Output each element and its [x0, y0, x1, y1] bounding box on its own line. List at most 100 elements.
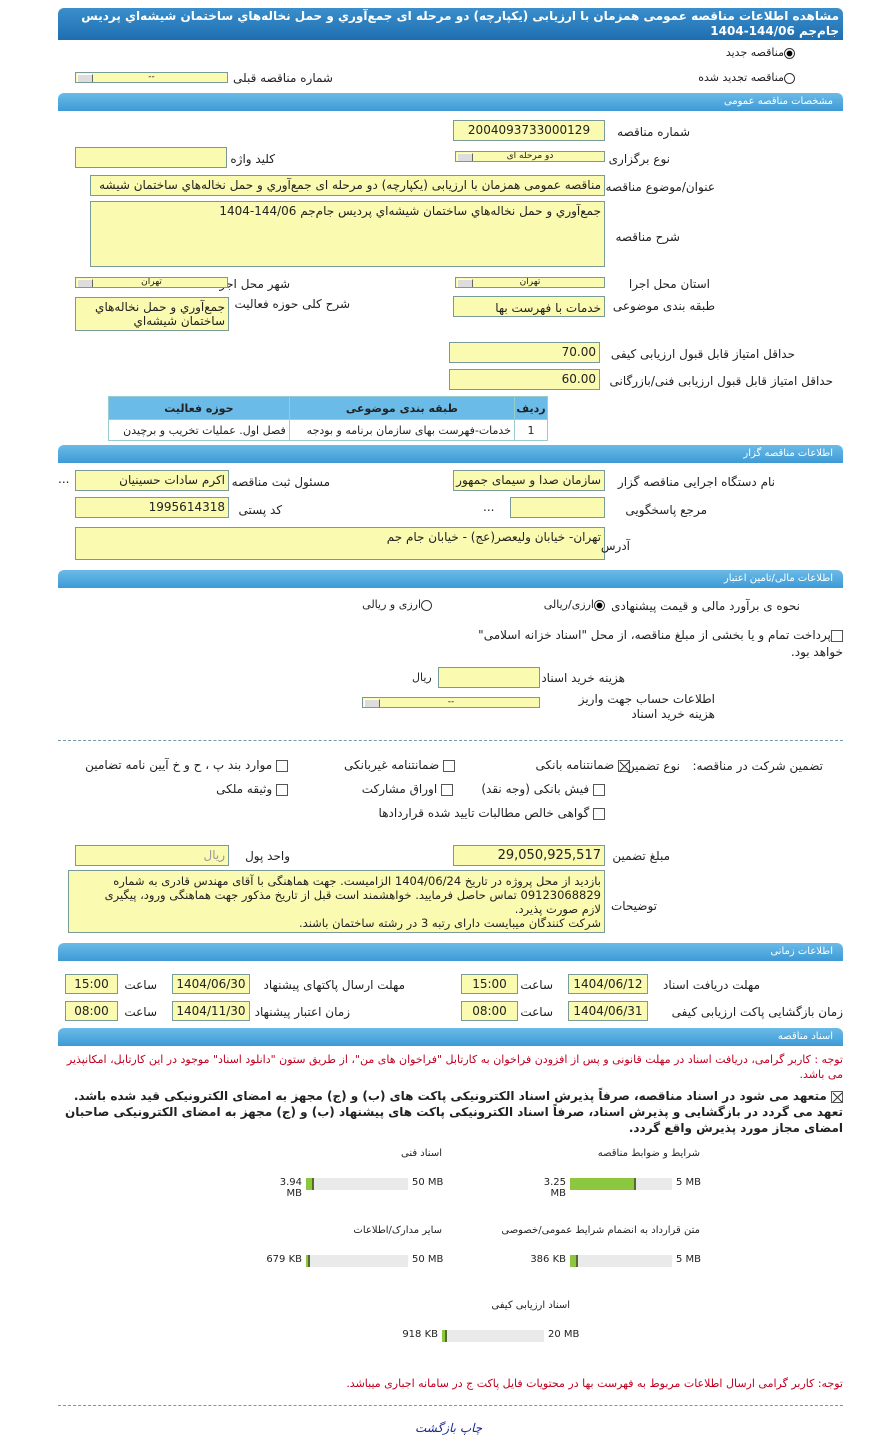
guarantee-option[interactable]: فیش بانکی (وجه نقد): [481, 782, 605, 796]
activity-table: ردیف طبقه بندی موضوعی حوزه فعالیت 1 خدمات-ف…: [108, 396, 548, 441]
fee-unit: ریال: [412, 671, 432, 684]
doc-time-field[interactable]: 15:00: [461, 974, 518, 994]
option-label: وثیقه ملکی: [216, 782, 273, 796]
radio-label: مناقصه تجديد شده: [698, 71, 784, 84]
ref-more-button[interactable]: ...: [483, 500, 495, 514]
back-link[interactable]: بازگشت: [415, 1421, 456, 1435]
address-field[interactable]: تهران- خیابان ولیعصر(عج) - خیابان جام جم: [75, 527, 605, 560]
checkbox[interactable]: [443, 759, 455, 772]
commit-line: تعهد می گردد در بازگشایی و پذیرش اسناد، …: [64, 1105, 843, 1119]
guarantee-amount-field[interactable]: 29,050,925,517: [453, 845, 605, 866]
doc-deadline-field[interactable]: 1404/06/12: [568, 974, 648, 994]
min-tech-field[interactable]: 60.00: [449, 369, 600, 390]
cell: 1: [514, 419, 548, 441]
footer-links: چاپ بازگشت: [415, 1421, 482, 1435]
amount-label: مبلغ تضمین: [612, 849, 670, 863]
dropdown-button[interactable]: [77, 74, 93, 82]
guarantee-type-label: نوع تضمین: [626, 759, 680, 773]
time-label: ساعت: [124, 978, 157, 992]
submit-field[interactable]: 1404/06/30: [172, 974, 250, 994]
guarantee-option[interactable]: موارد بند پ ، ح و خ آيين نامه تضامين: [85, 758, 288, 772]
checkbox[interactable]: [618, 759, 630, 772]
radio-icon[interactable]: [784, 72, 795, 84]
open-time-field[interactable]: 08:00: [461, 1001, 518, 1021]
open-field[interactable]: 1404/06/31: [568, 1001, 648, 1021]
guarantee-option[interactable]: وثیقه ملکی: [216, 782, 288, 796]
dropdown-button[interactable]: [457, 153, 473, 161]
checkbox[interactable]: [441, 783, 453, 796]
subject-field[interactable]: مناقصه عمومی همزمان با ارزیابی (یکپارچه)…: [90, 175, 605, 196]
radio-new-tender[interactable]: مناقصه جديد: [726, 46, 795, 59]
section-documents: اسناد مناقصه: [58, 1028, 843, 1046]
file-progress-fill: [570, 1255, 579, 1267]
treasury-checkbox-row[interactable]: پرداخت تمام و یا بخشی از مبلغ مناقصه، از…: [463, 627, 843, 661]
prev-number-select[interactable]: --: [75, 72, 228, 83]
option-label: اوراق مشارکت: [361, 782, 438, 796]
min-quality-field[interactable]: 70.00: [449, 342, 600, 363]
activity-listbox[interactable]: جمع‌آوري و حمل نخاله‌هاي ساختمان شيشه‌اي: [75, 297, 229, 331]
submit-time-field[interactable]: 15:00: [65, 974, 118, 994]
treasury-checkbox[interactable]: [831, 629, 843, 642]
guarantee-option[interactable]: گواهی خالص مطالبات تاييد شده قراردادها: [379, 806, 605, 820]
section-timing: اطلاعات زمانی: [58, 943, 843, 961]
commitment-checkbox[interactable]: [831, 1090, 843, 1103]
print-link[interactable]: چاپ: [459, 1421, 483, 1435]
commit-line: امضای مجاز مورد پذیرش واقع گردد.: [628, 1121, 843, 1135]
radio-fx-rial[interactable]: ارزی و ریالی: [362, 598, 432, 611]
radio-icon[interactable]: [421, 599, 432, 611]
radio-rial[interactable]: ارزی/ریالی: [544, 598, 605, 611]
radio-icon[interactable]: [784, 47, 795, 59]
subject-label: عنوان/موضوع مناقصه: [605, 180, 715, 194]
file-progress-bar: [306, 1255, 408, 1267]
radio-icon[interactable]: [594, 599, 605, 611]
checkbox[interactable]: [593, 783, 605, 796]
file-title: متن قرارداد به انضمام شرایط عمومی/خصوصی: [501, 1225, 700, 1236]
select-value: تهران: [141, 277, 162, 287]
notes-textarea[interactable]: بازدید از محل پروژه در تاریخ 1404/06/24 …: [68, 870, 605, 933]
file-title: اسناد فنی: [401, 1148, 442, 1159]
category-label: طبقه بندی موضوعی: [612, 299, 715, 313]
option-label: ضمانتنامه بانکی: [535, 758, 615, 772]
tender-number-field[interactable]: 2004093733000129: [453, 120, 605, 141]
org-field[interactable]: سازمان صدا و سیمای جمهور: [453, 470, 605, 491]
holding-select[interactable]: دو مرحله ای: [455, 151, 605, 162]
guarantee-option[interactable]: اوراق مشارکت: [362, 782, 453, 796]
col-header: حوزه فعالیت: [108, 396, 290, 420]
file-title: شرایط و ضوابط مناقصه: [597, 1148, 700, 1159]
category-field[interactable]: خدمات با فهرست بها: [453, 296, 605, 317]
min-tech-label: حداقل امتیاز قابل قبول ارزیابی فنی/بازرگ…: [609, 374, 833, 388]
ref-field[interactable]: [510, 497, 605, 518]
option-label: موارد بند پ ، ح و خ آيين نامه تضامين: [85, 758, 273, 772]
city-select[interactable]: تهران: [75, 277, 228, 288]
checkbox[interactable]: [276, 783, 288, 796]
province-select[interactable]: تهران: [455, 277, 605, 288]
notes-line: شرکت کنندگان میبایست دارای رتبه 3 در رشت…: [299, 916, 601, 930]
guarantee-option[interactable]: ضمانتنامه بانکی: [535, 758, 630, 772]
time-label: ساعت: [520, 978, 553, 992]
checkbox[interactable]: [276, 759, 288, 772]
fee-field[interactable]: [438, 667, 540, 688]
file-max-size: 50 MB: [412, 1177, 444, 1188]
validity-time-field[interactable]: 08:00: [65, 1001, 118, 1021]
account-select[interactable]: --: [362, 697, 540, 708]
guarantee-label: تضمین شرکت در مناقصه:: [692, 759, 823, 773]
postal-field[interactable]: 1995614318: [75, 497, 229, 518]
validity-field[interactable]: 1404/11/30: [172, 1001, 250, 1021]
currency-field[interactable]: ریال: [75, 845, 229, 866]
description-textarea[interactable]: جمع‌آوري و حمل نخاله‌هاي ساختمان شيشه‌اي…: [90, 201, 605, 267]
radio-renewed-tender[interactable]: مناقصه تجديد شده: [698, 71, 795, 84]
guarantee-option[interactable]: ضمانتنامه غیربانکی: [344, 758, 455, 772]
officer-field[interactable]: اکرم سادات حسينيان: [75, 470, 229, 491]
desc-label: شرح مناقصه: [615, 230, 680, 244]
dropdown-button[interactable]: [364, 699, 380, 707]
dropdown-button[interactable]: [77, 279, 93, 287]
checkbox[interactable]: [593, 807, 605, 820]
min-quality-label: حداقل امتیاز قابل قبول ارزیابی کیفی: [610, 347, 795, 361]
keyword-input[interactable]: [75, 147, 227, 168]
keyword-label: کلید واژه: [230, 152, 275, 166]
dropdown-button[interactable]: [457, 279, 473, 287]
officer-more-button[interactable]: ...: [58, 472, 70, 486]
select-value: --: [148, 72, 155, 82]
time-label: ساعت: [520, 1005, 553, 1019]
section-organizer: اطلاعات مناقصه گزار: [58, 445, 843, 463]
